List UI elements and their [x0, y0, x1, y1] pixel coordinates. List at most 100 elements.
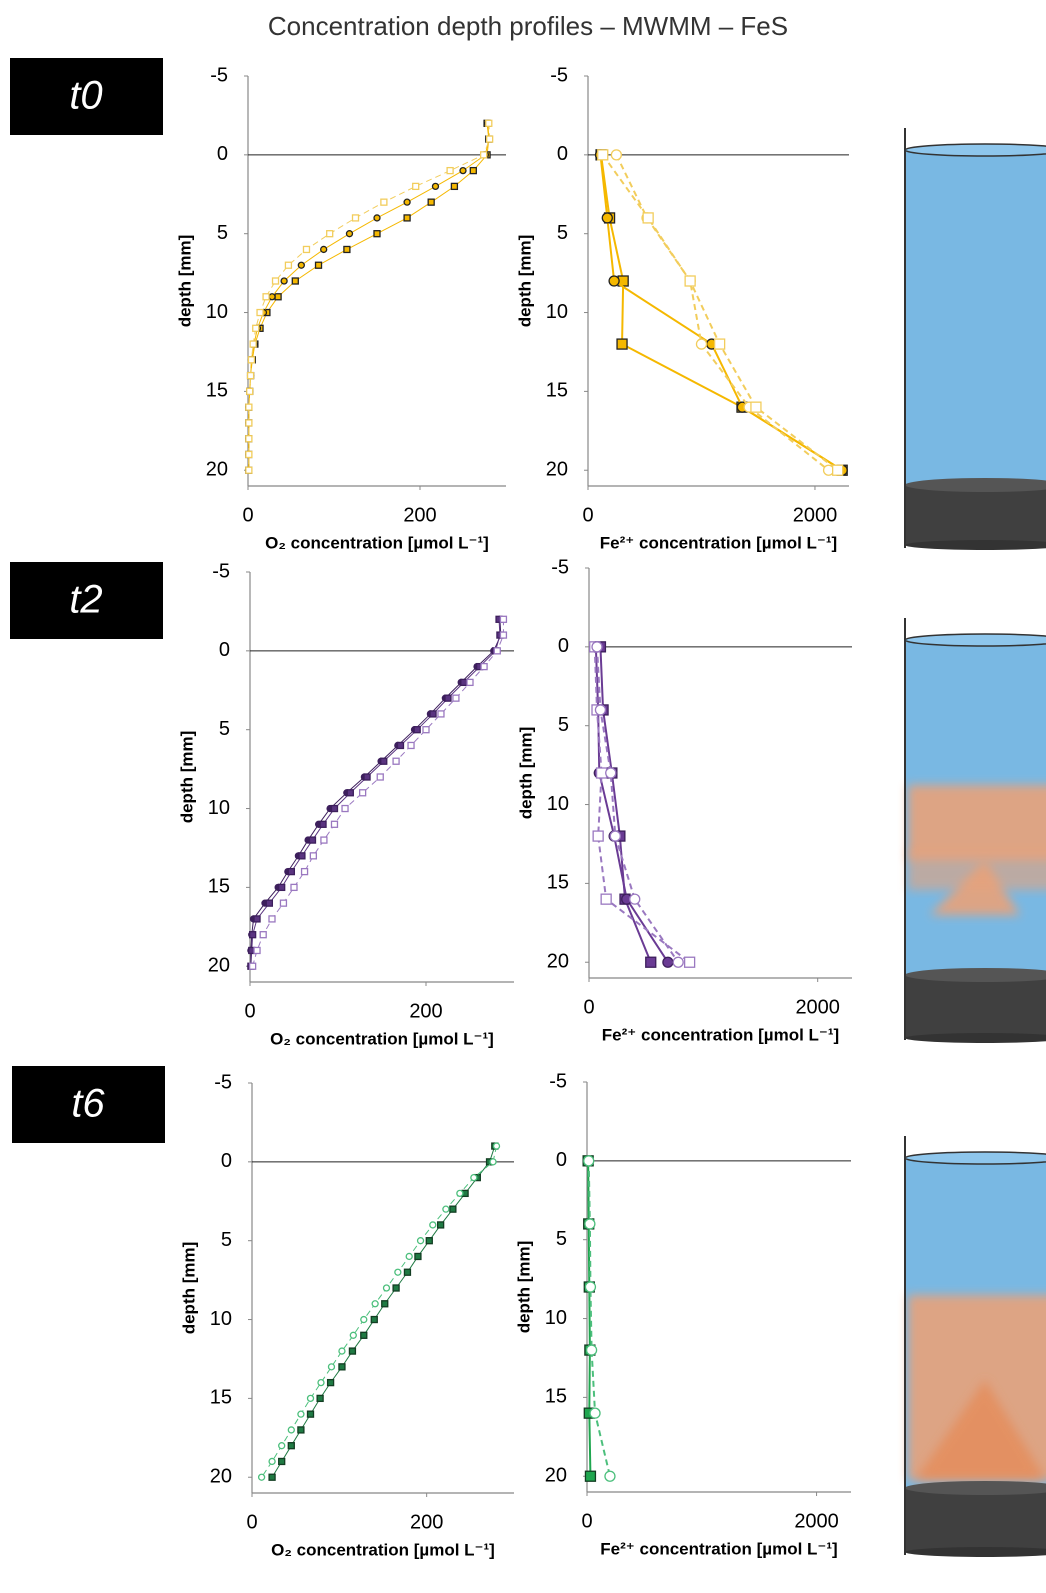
data-point [287, 867, 296, 876]
x-tick-label: 0 [244, 1000, 255, 1022]
y-tick-label: 20 [208, 955, 230, 977]
y-tick-label: 15 [545, 1386, 567, 1408]
data-point [604, 1470, 616, 1482]
data-point [499, 631, 508, 639]
series-line [261, 1145, 498, 1478]
data-point [584, 1218, 596, 1230]
panel-label: t2 [69, 578, 102, 622]
data-point [245, 419, 253, 427]
data-point [246, 387, 254, 396]
charts: -5 0 5 10 15 20 0 20 0 O₂ concentration [µmol L⁻¹… [175, 64, 852, 1559]
data-point [306, 1410, 315, 1418]
data-point [297, 1410, 305, 1418]
data-point [381, 1300, 389, 1308]
y-tick-label: 0 [217, 143, 228, 165]
series-line [594, 646, 669, 963]
data-point [459, 166, 467, 175]
data-point [485, 119, 493, 127]
x-tick-label: 0 [246, 1511, 257, 1533]
data-point [279, 899, 288, 907]
series-line [615, 154, 830, 472]
data-point [600, 893, 612, 905]
data-point [297, 261, 305, 269]
data-point [832, 464, 844, 476]
data-point [584, 1281, 597, 1293]
data-point [280, 277, 288, 285]
series-line [252, 619, 504, 967]
data-point [594, 704, 607, 716]
data-point [287, 1426, 295, 1434]
data-point [695, 338, 708, 350]
y-tick-label: 10 [547, 793, 569, 815]
data-point [247, 356, 256, 364]
data-point [248, 931, 257, 939]
data-point [683, 956, 696, 968]
y-tick-label: -5 [212, 560, 230, 582]
chart: -5 0 5 10 15 20 0 2000 Fe²⁺ concentration [µmol … [514, 1070, 851, 1558]
data-point [585, 1344, 598, 1356]
data-point [257, 1473, 266, 1481]
data-point [278, 883, 286, 892]
series-line [587, 1160, 611, 1477]
data-point [452, 694, 460, 702]
data-point [427, 198, 435, 206]
data-point [330, 820, 339, 828]
data-point [373, 230, 381, 238]
data-point [431, 182, 440, 191]
data-point [351, 214, 360, 222]
series-line [596, 646, 680, 963]
y-tick-label: 15 [206, 380, 228, 402]
data-point [317, 1378, 325, 1387]
data-point [306, 1394, 315, 1403]
panel-label: t6 [71, 1082, 105, 1126]
data-point [403, 1268, 412, 1276]
x-tick-label: 0 [582, 504, 593, 526]
data-point [314, 261, 323, 269]
data-point [444, 694, 452, 702]
data-point [380, 757, 388, 765]
data-point [343, 245, 351, 254]
data-point [429, 710, 437, 718]
data-point [256, 308, 264, 317]
data-point [252, 324, 260, 332]
data-point [330, 804, 339, 813]
data-point [268, 1457, 276, 1466]
data-point [259, 931, 267, 939]
x-axis-title: O₂ concentration [µmol L⁻¹] [265, 533, 489, 552]
data-point [284, 261, 293, 269]
data-point [327, 1363, 336, 1371]
data-point [302, 245, 311, 254]
data-point [268, 1473, 276, 1481]
x-axis-title: Fe²⁺ concentration [µmol L⁻¹] [600, 533, 837, 552]
data-point [346, 789, 354, 797]
data-point [376, 773, 384, 781]
x-axis-title: O₂ concentration [µmol L⁻¹] [271, 1540, 495, 1559]
data-point [480, 662, 488, 671]
figure-title: Concentration depth profiles – MWMM – Fe… [268, 11, 788, 41]
data-point [403, 198, 411, 206]
data-point [262, 293, 270, 301]
data-point [319, 820, 327, 828]
data-point [413, 726, 421, 734]
data-point [249, 340, 257, 348]
y-tick-label: 20 [546, 459, 568, 481]
chart: -5 0 5 10 15 20 0 2000 Fe²⁺ concentration [µmol … [516, 556, 852, 1044]
data-point [358, 789, 367, 797]
data-point [274, 293, 282, 301]
series-line [250, 619, 502, 967]
data-point [583, 1155, 595, 1167]
data-point [597, 149, 609, 161]
x-tick-label: 2000 [794, 1510, 839, 1532]
data-point [291, 277, 299, 285]
data-point [308, 836, 317, 844]
data-point [642, 212, 654, 224]
data-point [300, 867, 309, 876]
data-point [609, 830, 621, 842]
data-point [245, 403, 253, 411]
series-line [250, 619, 501, 967]
y-tick-label: 5 [557, 222, 568, 244]
data-point [437, 710, 445, 718]
data-point [469, 166, 477, 175]
